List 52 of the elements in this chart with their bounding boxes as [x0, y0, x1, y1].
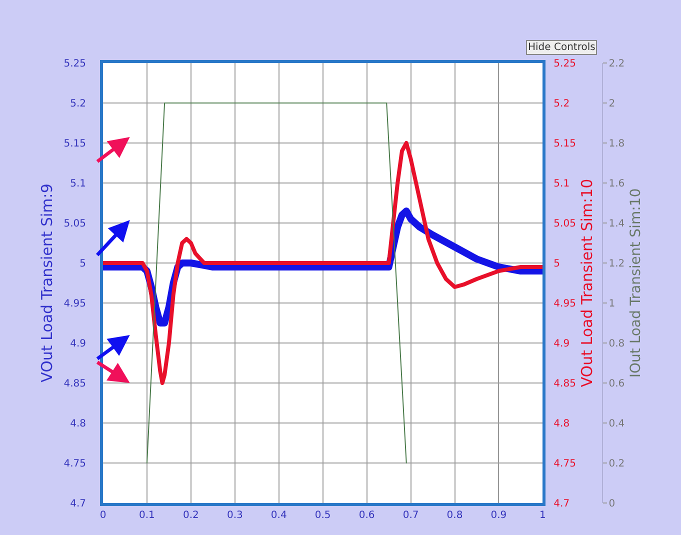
- x-tick-label: 0.6: [358, 510, 375, 521]
- y3-tick-label: 2.2: [608, 58, 625, 70]
- y2-tick-label: 4.9: [554, 338, 570, 350]
- x-tick-label: 0.5: [314, 510, 331, 521]
- x-tick-label: 0.2: [182, 510, 199, 521]
- y-tick-label: 5.05: [64, 218, 86, 230]
- line-series: [103, 141, 543, 385]
- x-tick-label: 1: [540, 510, 546, 521]
- y3-tick-label: 0.6: [608, 378, 625, 390]
- y3-tick-label: 0: [608, 498, 616, 510]
- y-tick-label: 5: [80, 258, 86, 270]
- y2-tick-label: 5.15: [554, 138, 576, 150]
- y2-tick-label: 4.95: [554, 298, 576, 310]
- x-tick-label: 0.7: [402, 510, 419, 521]
- x-tick-label: 0.4: [270, 510, 287, 521]
- y2-tick-label: 4.8: [554, 418, 570, 430]
- y2-tick-label: 5.05: [554, 218, 576, 230]
- y3-tick-label: 0.4: [608, 418, 625, 430]
- y-tick-label: 4.9: [70, 338, 86, 350]
- y3-axis-title: IOut Load Transient Sim:10: [628, 188, 644, 378]
- y-tick-label: 5.25: [64, 58, 86, 70]
- y2-axis-title: VOut Load Transient Sim:10: [578, 178, 596, 388]
- y3-tick-label: 1.2: [608, 258, 625, 270]
- y2-tick-label: 5.25: [554, 58, 576, 70]
- y-tick-label: 4.7: [70, 498, 86, 510]
- y3-tick-label: 2: [608, 98, 616, 110]
- x-tick-label: 0.3: [226, 510, 243, 521]
- y3-tick-label: 1.4: [608, 218, 625, 230]
- x-tick-label: 0.1: [139, 510, 155, 521]
- y3-tick-label: 1: [608, 298, 616, 310]
- x-tick-label: 0.9: [490, 510, 507, 521]
- y-tick-label: 4.8: [70, 418, 86, 430]
- y2-tick-label: 5.1: [554, 178, 570, 190]
- y-tick-label: 5.2: [70, 98, 86, 110]
- y3-tick-label: 0.2: [608, 458, 625, 470]
- y3-tick-label: 0.8: [608, 338, 625, 350]
- y-tick-label: 4.95: [64, 298, 86, 310]
- y-tick-label: 4.75: [64, 458, 86, 470]
- x-tick-label: 0.8: [446, 510, 463, 521]
- x-tick-label: 0: [100, 510, 106, 521]
- y2-tick-label: 4.75: [554, 458, 576, 470]
- y-tick-label: 5.15: [64, 138, 86, 150]
- text: Hide Controls: [528, 42, 596, 53]
- y3-tick-label: 1.6: [608, 178, 625, 190]
- y-tick-label: 4.85: [64, 378, 86, 390]
- y2-tick-label: 4.7: [554, 498, 570, 510]
- y-axis-title: VOut Load Transient Sim:9: [38, 184, 56, 382]
- y2-tick-label: 4.85: [554, 378, 576, 390]
- y3-tick-label: 1.8: [608, 138, 625, 150]
- y2-tick-label: 5: [554, 258, 560, 270]
- y-tick-label: 5.1: [70, 178, 86, 190]
- y2-tick-label: 5.2: [554, 98, 570, 110]
